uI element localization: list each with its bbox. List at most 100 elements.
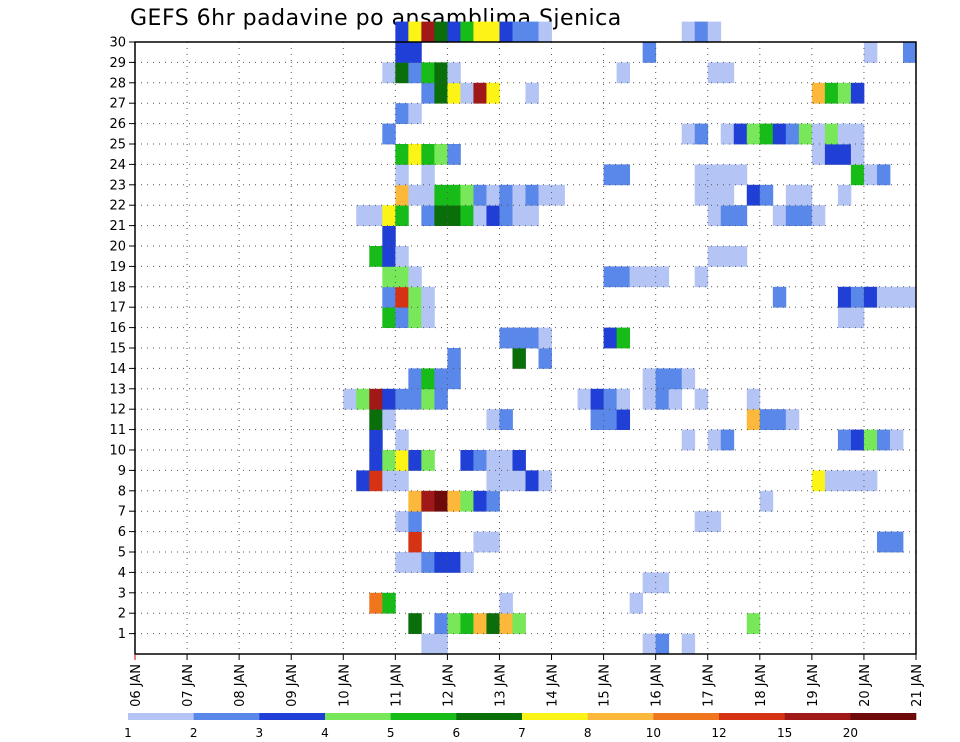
y-tick-label: 19 — [109, 260, 126, 275]
precip-cell — [642, 42, 657, 63]
precip-cell — [434, 205, 461, 226]
precip-cell — [395, 388, 422, 410]
precip-cell — [499, 409, 513, 430]
precip-cell — [603, 266, 631, 288]
y-tick-label: 20 — [109, 240, 126, 255]
precip-cell — [447, 348, 461, 369]
y-tick-label: 5 — [118, 546, 126, 561]
precip-cell — [694, 388, 709, 410]
precip-cell — [421, 62, 435, 84]
legend-swatch — [456, 713, 523, 720]
precip-cell — [382, 205, 396, 226]
precip-cell — [408, 144, 422, 165]
precip-cell — [421, 490, 435, 512]
precip-cell — [863, 164, 878, 186]
precip-cell — [876, 429, 891, 451]
precip-cell — [356, 388, 370, 410]
precip-cell — [759, 490, 774, 512]
precip-cell — [837, 307, 865, 328]
precip-cell — [421, 286, 435, 308]
precip-cell — [408, 266, 422, 288]
y-tick-label: 23 — [109, 178, 126, 193]
precip-cell — [473, 531, 500, 553]
x-tick-label: 15 JAN — [598, 664, 613, 707]
precip-cell — [382, 225, 396, 247]
precip-cell — [837, 184, 852, 206]
precip-cell — [759, 409, 787, 430]
precip-cell — [486, 205, 500, 226]
y-tick-label: 28 — [109, 76, 126, 91]
y-tick-label: 1 — [118, 627, 126, 642]
precip-cell — [460, 552, 474, 573]
x-tick-label: 19 JAN — [806, 664, 821, 707]
precip-cell — [486, 613, 500, 634]
precip-cell — [603, 327, 618, 349]
precip-cell — [434, 552, 461, 573]
precip-cell — [395, 246, 409, 267]
precip-cell — [837, 123, 865, 145]
y-tick-label: 17 — [109, 301, 126, 316]
precip-cell — [798, 123, 813, 145]
precip-cell — [512, 450, 526, 471]
legend-label: 1 — [124, 726, 132, 740]
precip-cell — [811, 82, 826, 104]
y-tick-label: 18 — [109, 280, 126, 295]
precip-cell — [681, 429, 696, 451]
precip-cell — [694, 511, 722, 532]
precip-cell — [681, 123, 696, 145]
precip-cell — [668, 388, 683, 410]
precip-cell — [460, 490, 474, 512]
precip-cell — [694, 164, 748, 186]
precip-cell — [486, 409, 500, 430]
precip-cell — [395, 184, 409, 206]
precip-cell — [499, 205, 513, 226]
precip-cell — [785, 123, 800, 145]
precip-cell — [395, 307, 409, 328]
legend-swatch — [719, 713, 785, 720]
precip-cell — [577, 388, 591, 410]
precip-cell — [837, 82, 852, 104]
legend-swatch — [390, 713, 457, 720]
precip-cell — [772, 205, 787, 226]
precip-cell — [707, 205, 722, 226]
precip-cell — [408, 184, 435, 206]
precip-cell — [642, 633, 657, 655]
y-tick-label: 15 — [109, 342, 126, 357]
y-tick-label: 21 — [109, 219, 126, 234]
legend-label: 4 — [321, 726, 329, 740]
precip-cell — [850, 429, 865, 451]
legend-label: 6 — [453, 726, 461, 740]
precip-cell — [382, 592, 396, 614]
precip-cell — [772, 123, 787, 145]
y-tick-label: 14 — [109, 362, 126, 377]
y-tick-label: 29 — [109, 56, 126, 71]
precip-cell — [473, 82, 487, 104]
precip-cell — [811, 144, 826, 165]
precip-cell — [421, 21, 435, 43]
y-tick-label: 10 — [109, 444, 126, 459]
precip-cell — [733, 123, 748, 145]
precip-cell — [785, 184, 813, 206]
legend-label: 3 — [256, 726, 264, 740]
precip-cell — [889, 429, 904, 451]
precip-cell — [395, 21, 409, 43]
y-axis: 1234567891011121314151617181920212223242… — [109, 36, 135, 642]
precip-cell — [421, 144, 435, 165]
precip-cell — [434, 62, 448, 84]
precip-cell — [525, 184, 539, 206]
precip-cell — [460, 21, 474, 43]
precip-cell — [369, 429, 383, 451]
legend-label: 15 — [777, 726, 792, 740]
precip-cell — [421, 368, 435, 390]
precip-cell — [590, 409, 618, 430]
legend-label: 10 — [646, 726, 661, 740]
grid-lines — [135, 41, 916, 654]
precip-cell — [785, 409, 800, 430]
y-tick-label: 22 — [109, 199, 126, 214]
precip-cell — [746, 184, 761, 206]
precip-cell — [694, 21, 709, 43]
precip-cell — [746, 388, 761, 410]
precip-cell — [447, 490, 461, 512]
precip-cell — [707, 21, 722, 43]
legend-label: 8 — [584, 726, 592, 740]
